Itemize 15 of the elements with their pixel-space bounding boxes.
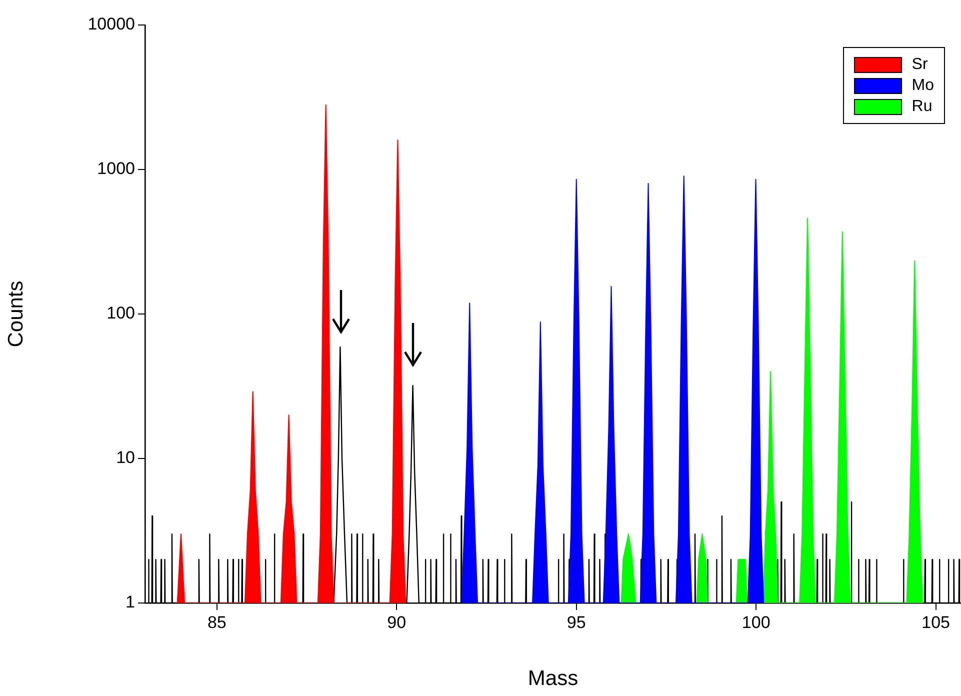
legend-label: Mo (912, 76, 934, 94)
y-axis-title: Counts (4, 280, 28, 348)
x-tick-label: 90 (387, 612, 406, 632)
y-tick-label: 1 (126, 592, 135, 612)
x-tick-label: 85 (207, 612, 226, 632)
x-tick-label: 95 (566, 612, 586, 632)
x-axis-title: Mass (528, 667, 578, 690)
legend-label: Ru (912, 98, 932, 116)
y-tick-label: 100 (106, 304, 135, 323)
x-tick-label: 105 (922, 612, 950, 632)
y-tick-label: 1000 (97, 159, 135, 178)
x-tick-label: 100 (742, 612, 770, 632)
legend-label: Sr (912, 56, 928, 74)
y-tick-label: 10000 (88, 14, 135, 34)
y-tick-label: 10 (116, 448, 135, 468)
